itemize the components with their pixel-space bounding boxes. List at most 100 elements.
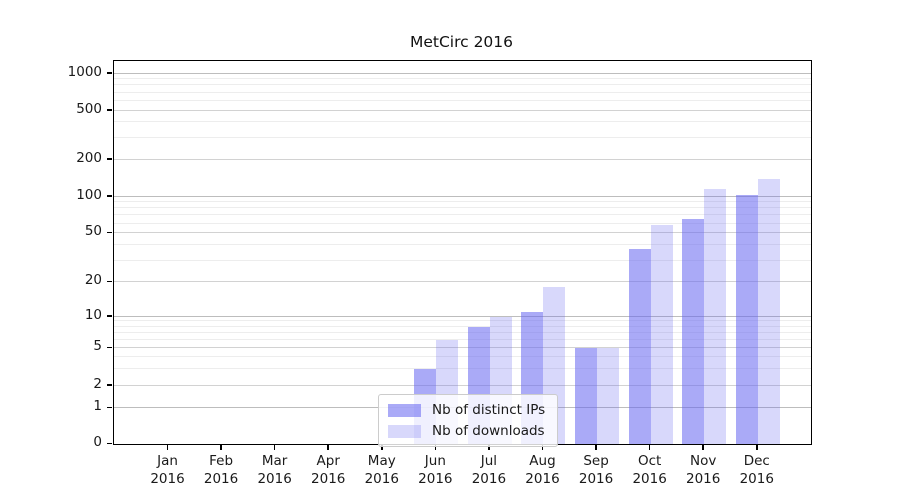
x-tick-mark [273,444,276,450]
bar-downloads-nov [704,189,727,444]
x-tick-label: Dec 2016 [727,453,787,488]
legend-row: Nb of downloads [388,423,545,439]
chart-title: MetCirc 2016 [409,33,514,51]
plot-area [113,60,812,445]
minor-gridline [114,78,811,80]
major-gridline [114,281,811,283]
x-tick-year: 2016 [257,470,292,487]
y-tick-mark [107,280,112,283]
x-tick-mark [702,444,704,450]
x-tick-year: 2016 [418,470,453,487]
minor-gridline [114,325,811,327]
y-tick-label: 20 [84,272,102,289]
x-tick-label: Jan 2016 [138,453,198,488]
x-tick-mark [381,444,383,450]
x-tick-label: Apr 2016 [298,453,358,488]
minor-gridline [114,91,811,93]
x-tick-mark [220,444,222,450]
major-gridline [114,347,811,349]
x-tick-mark [756,444,758,450]
minor-gridline [114,121,811,123]
x-tick-label: Jun 2016 [405,453,465,488]
y-tick-mark [107,72,112,74]
major-gridline [114,384,811,386]
x-tick-year: 2016 [632,470,667,487]
bar-distinct-ips-nov [682,218,705,444]
major-gridline [114,195,811,197]
major-gridline [114,72,811,74]
y-tick-label: 5 [93,338,102,355]
minor-gridline [114,201,811,203]
legend-row: Nb of distinct IPs [388,402,545,418]
y-tick-label: 50 [84,223,102,240]
bar-downloads-dec [757,178,780,444]
minor-gridline [114,207,811,209]
y-tick-label: 0 [93,434,102,450]
x-tick-year: 2016 [203,470,239,487]
y-tick-mark [107,442,112,444]
legend: Nb of distinct IPs Nb of downloads [378,394,559,447]
minor-gridline [114,214,811,216]
y-tick-label: 200 [76,149,102,166]
y-tick-label: 100 [76,186,102,203]
y-tick-label: 10 [84,306,102,323]
x-tick-year: 2016 [311,470,346,487]
x-tick-mark [648,444,651,450]
major-gridline [114,109,811,111]
x-tick-mark [166,444,169,450]
minor-gridline [114,320,811,322]
bar-downloads-oct [650,225,673,444]
x-tick-mark [541,444,544,450]
y-tick-mark [107,109,112,111]
x-tick-label: Feb 2016 [191,453,251,488]
minor-gridline [114,136,811,138]
major-gridline [114,158,811,160]
major-gridline [114,315,811,317]
x-tick-mark [488,444,490,450]
minor-gridline [114,368,811,369]
y-tick-label: 1000 [67,63,102,80]
y-tick-label: 1 [93,398,102,415]
bar-distinct-ips-oct [628,249,651,444]
bar-downloads-sep [597,348,620,444]
x-tick-label: Mar 2016 [245,453,305,488]
legend-swatch-distinct-ips [388,403,421,417]
x-tick-year: 2016 [525,470,560,487]
x-tick-year: 2016 [150,470,185,487]
y-tick-mark [107,346,112,349]
y-tick-mark [107,315,112,317]
x-tick-year: 2016 [739,470,774,487]
major-gridline [114,232,811,234]
legend-swatch-downloads [388,424,421,438]
y-tick-mark [107,158,112,160]
minor-gridline [114,331,811,333]
minor-gridline [114,338,811,340]
x-tick-mark [327,444,329,450]
legend-label: Nb of downloads [432,423,545,439]
y-tick-mark [107,195,112,197]
minor-gridline [114,84,811,86]
x-tick-year: 2016 [364,470,399,487]
x-tick-label: Nov 2016 [673,453,733,488]
x-tick-mark [434,444,437,450]
x-tick-label: Oct 2016 [620,453,680,488]
bar-distinct-ips-sep [575,348,598,444]
y-tick-mark [107,406,112,409]
x-tick-year: 2016 [578,470,614,487]
x-tick-year: 2016 [471,470,507,487]
y-tick-mark [107,231,112,234]
x-tick-mark [595,444,597,450]
minor-gridline [114,222,811,224]
bar-distinct-ips-dec [735,195,758,444]
minor-gridline [114,244,811,246]
x-tick-label: Sep 2016 [566,453,626,488]
y-tick-label: 500 [76,100,102,117]
minor-gridline [114,259,811,261]
legend-label: Nb of distinct IPs [432,402,546,418]
y-tick-mark [107,384,112,386]
x-tick-label: May 2016 [352,453,412,488]
x-tick-year: 2016 [686,470,721,487]
minor-gridline [114,356,811,358]
x-tick-label: Jul 2016 [459,453,519,488]
